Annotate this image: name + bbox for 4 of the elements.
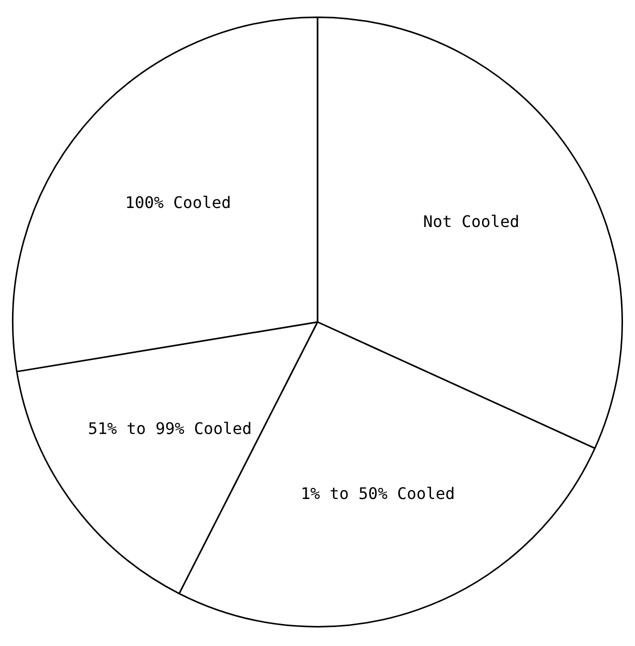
- slice-label: Not Cooled: [423, 212, 520, 232]
- slice-label: 51% to 99% Cooled: [88, 419, 252, 438]
- slice-label: 1% to 50% Cooled: [300, 484, 455, 503]
- slice-label: 100% Cooled: [125, 192, 232, 212]
